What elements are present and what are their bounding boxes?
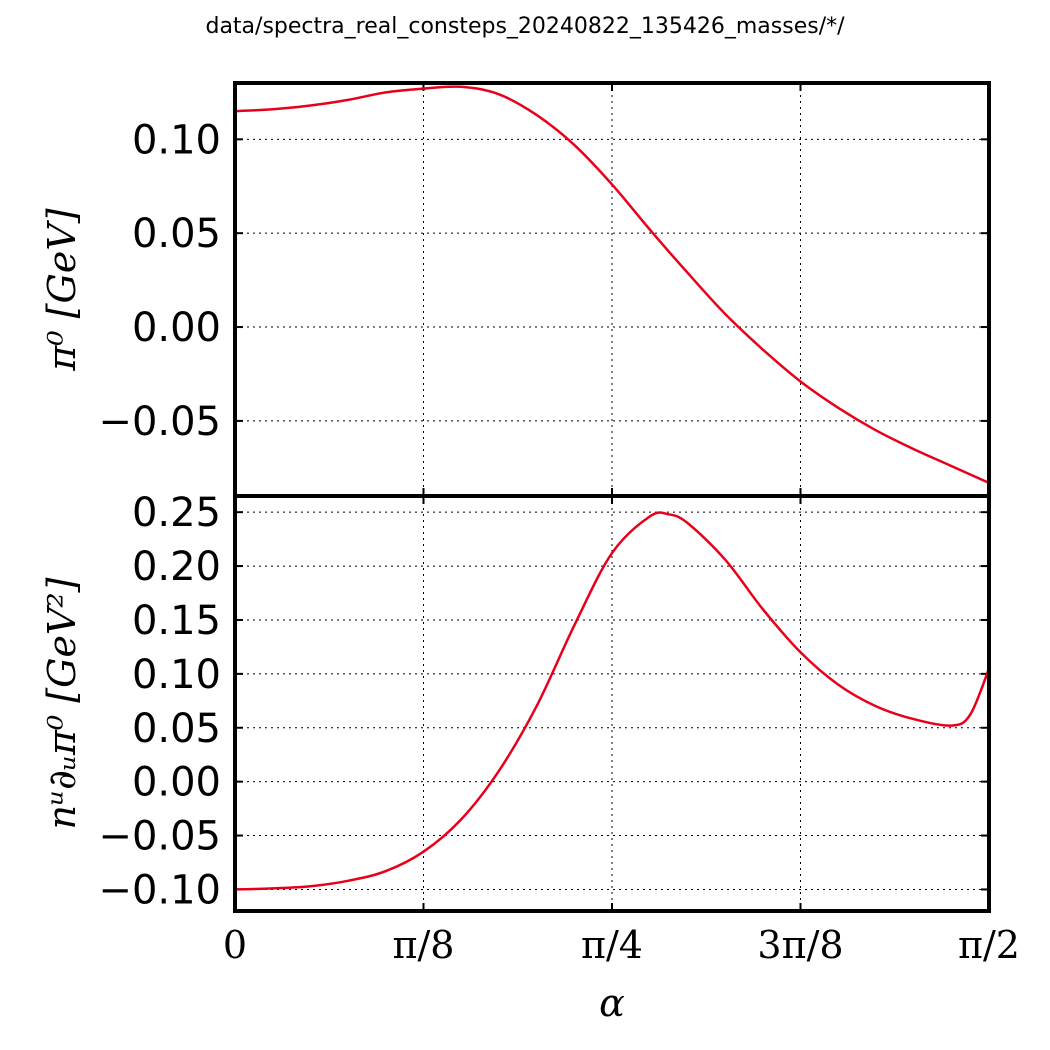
x-tick-label: 3π/8 xyxy=(757,923,843,967)
y-tick-label: 0.25 xyxy=(132,490,221,536)
y-tick-label: 0.00 xyxy=(132,305,221,351)
x-tick-label: 0 xyxy=(223,923,247,967)
top-panel: 0.10 0.05 0.00 −0.05 π⁰ [GeV] xyxy=(40,81,991,498)
y-tick-label: 0.10 xyxy=(132,652,221,698)
y-axis-label: nᵘ∂ᵤπ⁰ [GeV²] xyxy=(40,577,84,829)
series-line xyxy=(234,511,991,891)
bottom-panel: 0.25 0.20 0.15 0.10 0.05 0.00 −0.05 −0.10 nᵘ∂ᵤπ⁰… xyxy=(40,490,1020,1025)
series-line xyxy=(234,85,990,485)
x-axis-label: α xyxy=(599,981,625,1025)
x-tick-label: π/2 xyxy=(958,923,1020,967)
y-tick-label: −0.05 xyxy=(98,814,221,860)
y-tick-label: 0.10 xyxy=(132,117,221,163)
figure-title: data/spectra_real_consteps_20240822_1354… xyxy=(205,14,845,39)
y-tick-label: 0.05 xyxy=(132,706,221,752)
y-tick-label: 0.00 xyxy=(132,760,221,806)
plot-frame xyxy=(233,494,991,913)
x-tick-label: π/4 xyxy=(581,923,643,967)
y-tick-label: 0.20 xyxy=(132,544,221,590)
y-tick-label: 0.05 xyxy=(132,211,221,257)
x-tick-label: π/8 xyxy=(393,923,455,967)
y-tick-label: −0.05 xyxy=(98,399,221,445)
y-tick-label: 0.15 xyxy=(132,598,221,644)
y-axis-label: π⁰ [GeV] xyxy=(40,208,84,371)
y-tick-label: −0.10 xyxy=(98,867,221,913)
